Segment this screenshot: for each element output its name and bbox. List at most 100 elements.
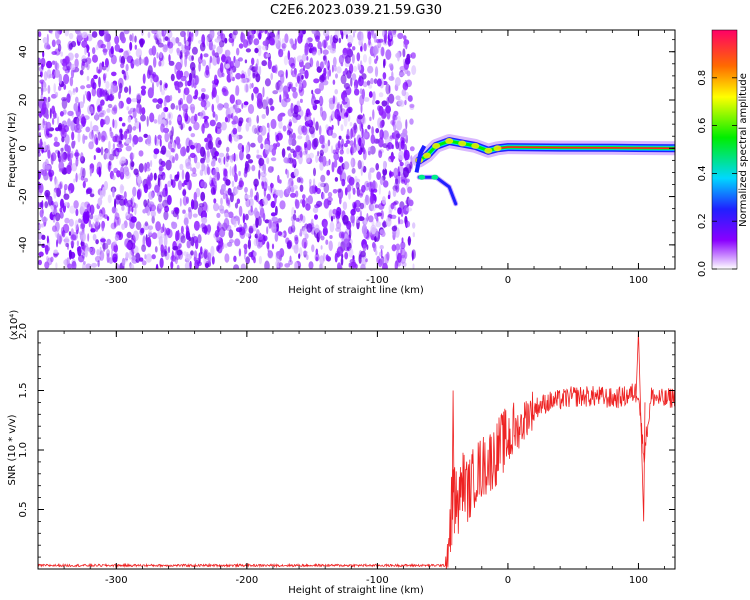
noise-speckle bbox=[256, 229, 260, 237]
noise-speckle bbox=[154, 134, 157, 146]
noise-speckle bbox=[293, 209, 296, 214]
noise-speckle bbox=[349, 129, 352, 141]
noise-speckle bbox=[52, 110, 57, 119]
noise-speckle bbox=[275, 134, 280, 142]
noise-speckle bbox=[235, 154, 238, 162]
noise-speckle bbox=[167, 246, 171, 254]
noise-speckle bbox=[267, 250, 274, 259]
noise-speckle bbox=[282, 230, 287, 238]
noise-speckle bbox=[143, 56, 149, 66]
noise-speckle bbox=[256, 58, 259, 67]
noise-speckle bbox=[190, 133, 196, 138]
noise-speckle bbox=[240, 263, 246, 269]
noise-speckle bbox=[244, 59, 248, 64]
noise-speckle bbox=[244, 186, 248, 193]
noise-speckle bbox=[83, 260, 86, 265]
noise-speckle bbox=[151, 232, 158, 240]
noise-speckle bbox=[126, 231, 132, 239]
noise-speckle bbox=[194, 89, 199, 97]
noise-speckle bbox=[288, 137, 293, 146]
noise-speckle bbox=[257, 92, 263, 104]
noise-speckle bbox=[412, 232, 415, 238]
noise-speckle bbox=[123, 130, 128, 140]
noise-speckle bbox=[185, 51, 190, 56]
noise-speckle bbox=[388, 85, 391, 94]
noise-speckle bbox=[407, 186, 413, 194]
noise-speckle bbox=[291, 218, 295, 229]
noise-speckle bbox=[217, 67, 224, 78]
spectrogram-frame bbox=[37, 29, 676, 270]
noise-speckle bbox=[56, 239, 58, 248]
noise-speckle bbox=[271, 223, 277, 234]
noise-speckle bbox=[251, 82, 254, 89]
noise-speckle bbox=[370, 193, 374, 205]
noise-speckle bbox=[142, 209, 147, 214]
noise-speckle bbox=[279, 94, 282, 103]
noise-speckle bbox=[258, 32, 262, 40]
noise-speckle bbox=[75, 208, 79, 217]
noise-speckle bbox=[251, 34, 255, 39]
noise-speckle bbox=[114, 198, 117, 210]
noise-speckle bbox=[121, 223, 126, 230]
noise-speckle bbox=[243, 83, 250, 93]
noise-speckle bbox=[387, 194, 391, 200]
noise-speckle bbox=[165, 150, 171, 158]
noise-speckle bbox=[366, 212, 369, 222]
noise-speckle bbox=[372, 91, 376, 102]
noise-speckle bbox=[245, 256, 250, 265]
noise-speckle bbox=[227, 199, 230, 205]
noise-speckle bbox=[58, 73, 63, 85]
noise-speckle bbox=[258, 255, 262, 265]
noise-speckle bbox=[140, 227, 145, 234]
noise-speckle bbox=[193, 220, 200, 231]
noise-speckle bbox=[253, 178, 259, 187]
noise-speckle bbox=[278, 48, 284, 58]
noise-speckle bbox=[190, 76, 195, 88]
snr-y-tick-label: 2.0 bbox=[18, 323, 29, 339]
noise-speckle bbox=[190, 145, 195, 150]
noise-speckle bbox=[144, 221, 149, 227]
noise-speckle bbox=[63, 83, 67, 90]
colorbar-tick-label: 0.8 bbox=[697, 70, 708, 86]
noise-speckle bbox=[44, 145, 49, 151]
noise-speckle bbox=[298, 80, 302, 91]
noise-speckle bbox=[382, 168, 388, 176]
noise-speckle bbox=[269, 37, 275, 46]
noise-speckle bbox=[220, 238, 224, 248]
noise-speckle bbox=[329, 235, 333, 239]
noise-speckle bbox=[348, 107, 351, 114]
noise-speckle bbox=[68, 183, 75, 194]
noise-speckle bbox=[205, 156, 210, 164]
noise-speckle bbox=[373, 32, 377, 43]
noise-speckle bbox=[110, 46, 114, 55]
noise-speckle bbox=[146, 206, 151, 216]
noise-speckle bbox=[307, 195, 313, 205]
noise-speckle bbox=[351, 73, 357, 81]
noise-speckle bbox=[386, 111, 391, 120]
noise-speckle bbox=[82, 167, 86, 179]
noise-speckle bbox=[401, 261, 407, 268]
noise-speckle bbox=[288, 259, 293, 266]
noise-speckle bbox=[236, 47, 240, 56]
noise-speckle bbox=[238, 57, 243, 62]
snr-x-tick-label: -200 bbox=[236, 575, 259, 586]
noise-speckle bbox=[81, 31, 88, 39]
noise-speckle bbox=[209, 55, 213, 64]
noise-speckle bbox=[242, 213, 246, 224]
noise-speckle bbox=[180, 225, 184, 234]
noise-speckle bbox=[343, 161, 350, 170]
noise-speckle bbox=[138, 122, 141, 133]
noise-speckle bbox=[90, 120, 93, 132]
noise-speckle bbox=[229, 192, 234, 203]
noise-speckle bbox=[159, 80, 163, 86]
noise-speckle bbox=[96, 249, 100, 256]
noise-speckle bbox=[183, 70, 189, 78]
noise-speckle bbox=[68, 32, 74, 40]
noise-speckle bbox=[70, 234, 77, 241]
noise-speckle bbox=[351, 126, 356, 138]
noise-speckle bbox=[391, 225, 398, 232]
noise-speckle bbox=[367, 146, 372, 156]
noise-speckle bbox=[100, 146, 104, 156]
colorbar-tick-label: 0.2 bbox=[697, 213, 708, 229]
noise-speckle bbox=[64, 30, 70, 37]
